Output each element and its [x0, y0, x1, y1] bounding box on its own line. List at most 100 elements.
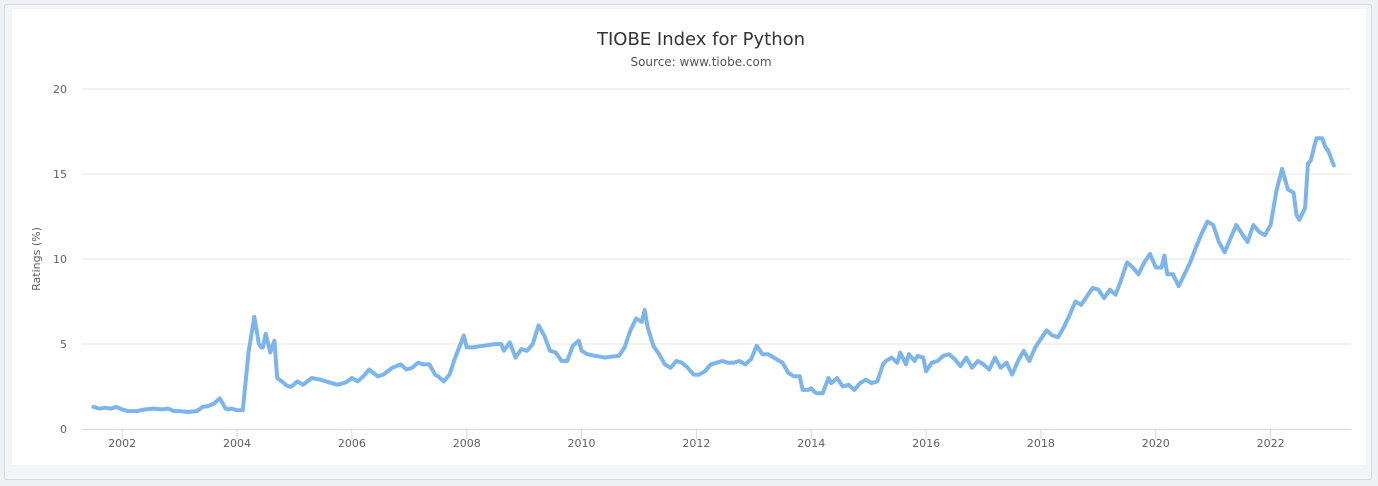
data-point — [502, 349, 506, 353]
data-point — [884, 359, 888, 363]
chart-panel — [12, 9, 1366, 465]
data-point — [964, 356, 968, 360]
data-point — [847, 383, 851, 387]
data-point — [330, 381, 334, 385]
data-point — [120, 407, 124, 411]
data-point — [318, 378, 322, 382]
data-point — [290, 385, 294, 389]
data-point — [565, 359, 569, 363]
data-point — [548, 349, 552, 353]
data-point — [603, 356, 607, 360]
data-point — [268, 351, 272, 355]
data-point — [766, 352, 770, 356]
data-point — [1119, 277, 1123, 281]
data-point — [1085, 294, 1089, 298]
data-point — [628, 328, 632, 332]
data-point — [376, 374, 380, 378]
data-point — [692, 373, 696, 377]
data-point — [608, 355, 612, 359]
data-point — [738, 359, 742, 363]
data-point — [1045, 328, 1049, 332]
x-tick-label: 2010 — [568, 437, 596, 450]
data-point — [1050, 334, 1054, 338]
series-group — [91, 136, 1336, 414]
data-point — [166, 407, 170, 411]
data-point — [115, 405, 119, 409]
data-point — [907, 352, 911, 356]
data-point — [760, 352, 764, 356]
data-point — [646, 325, 650, 329]
data-point — [1165, 272, 1169, 276]
data-point — [571, 344, 575, 348]
data-point — [1027, 359, 1031, 363]
data-point — [1223, 250, 1227, 254]
data-point — [471, 345, 475, 349]
x-tick-label: 2006 — [338, 437, 366, 450]
data-point — [448, 373, 452, 377]
data-point — [585, 352, 589, 356]
data-point — [947, 352, 951, 356]
data-point — [1068, 313, 1072, 317]
data-point — [786, 371, 790, 375]
data-point — [1108, 288, 1112, 292]
data-point — [264, 332, 268, 336]
data-point — [1234, 223, 1238, 227]
series-line — [91, 136, 1336, 414]
data-point — [1096, 288, 1100, 292]
data-point — [657, 352, 661, 356]
data-point — [295, 379, 299, 383]
data-point — [686, 366, 690, 370]
data-point — [1142, 260, 1146, 264]
data-point — [1309, 158, 1313, 162]
data-point — [976, 359, 980, 363]
data-point — [1162, 254, 1166, 258]
data-point — [92, 405, 96, 409]
data-point — [436, 374, 440, 378]
y-tick-label: 0 — [60, 423, 67, 436]
data-point — [367, 368, 371, 372]
data-point — [798, 374, 802, 378]
data-point — [1114, 293, 1118, 297]
data-point — [508, 340, 512, 344]
data-point — [554, 351, 558, 355]
data-point — [178, 409, 182, 413]
data-point — [310, 376, 314, 380]
data-point — [135, 409, 139, 413]
data-point — [1211, 223, 1215, 227]
data-point — [1323, 145, 1327, 149]
data-point — [580, 349, 584, 353]
data-point — [936, 359, 940, 363]
data-point — [594, 354, 598, 358]
data-point — [1303, 206, 1307, 210]
data-point — [1177, 284, 1181, 288]
data-point — [829, 381, 833, 385]
data-point — [1286, 187, 1290, 191]
data-point — [542, 334, 546, 338]
data-point — [827, 376, 831, 380]
data-point — [1125, 260, 1129, 264]
data-point — [97, 407, 101, 411]
data-point — [272, 339, 276, 343]
x-tick-label: 2020 — [1142, 437, 1170, 450]
data-point — [881, 362, 885, 366]
y-axis-ticks: 0 5 10 15 20 — [53, 83, 67, 436]
data-point — [1274, 189, 1278, 193]
data-point — [1315, 136, 1319, 140]
data-point — [743, 362, 747, 366]
data-point — [1137, 272, 1141, 276]
data-point — [953, 357, 957, 361]
data-point — [1062, 325, 1066, 329]
data-point — [301, 383, 305, 387]
data-point — [252, 315, 256, 319]
data-point — [930, 361, 934, 365]
data-point — [499, 342, 503, 346]
data-point — [1073, 300, 1077, 304]
data-point — [801, 388, 805, 392]
data-point — [999, 366, 1003, 370]
data-point — [390, 366, 394, 370]
data-point — [1154, 266, 1158, 270]
data-point — [1005, 361, 1009, 365]
data-point — [519, 347, 523, 351]
data-point — [1188, 260, 1192, 264]
data-point — [350, 376, 354, 380]
